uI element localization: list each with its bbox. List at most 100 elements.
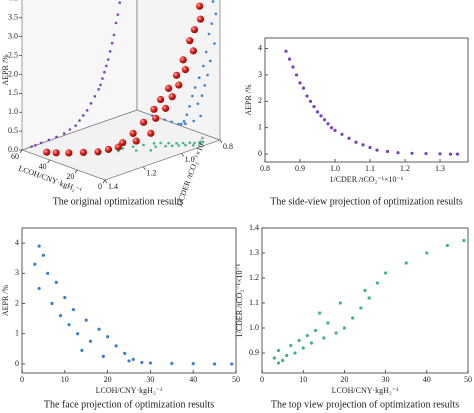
sphere <box>189 47 197 55</box>
sphere <box>175 81 183 89</box>
point <box>291 65 295 69</box>
point <box>305 333 309 338</box>
side-projection-point <box>62 132 66 135</box>
x-axis-label: LCOH/CNY·kgH₂⁻¹ <box>332 386 399 395</box>
x-tick-label: 10 <box>299 375 307 384</box>
y-axis-label: 1/CDER /tCO₂⁻¹×10⁻⁶ <box>235 263 244 337</box>
point <box>322 118 327 122</box>
top-projection-point <box>175 142 178 145</box>
face-projection-point <box>207 32 211 36</box>
sphere <box>132 137 140 145</box>
point <box>347 136 351 140</box>
x-tick-label: 50 <box>464 375 472 384</box>
point <box>37 244 41 248</box>
point <box>50 301 54 306</box>
y-tick-label: 1.0 <box>249 323 259 332</box>
plot-frame <box>261 227 469 374</box>
sphere <box>164 84 173 92</box>
x-tick-label: 0.9 <box>295 164 305 173</box>
sphere <box>168 93 176 101</box>
top-projection-point <box>134 149 138 152</box>
y-tick-label: 2 <box>258 96 262 105</box>
point <box>294 73 299 77</box>
point <box>101 354 105 358</box>
point <box>58 314 63 318</box>
point <box>106 335 110 339</box>
point <box>312 104 316 109</box>
point <box>123 351 127 355</box>
point <box>76 332 80 336</box>
side-projection-point <box>118 1 122 4</box>
y-tick-label: 3 <box>15 268 19 277</box>
point <box>114 344 118 348</box>
point <box>462 238 466 243</box>
point <box>54 280 58 284</box>
point <box>385 149 390 154</box>
sphere <box>190 26 199 34</box>
point <box>329 126 334 130</box>
point <box>230 362 234 366</box>
y-tick <box>75 169 78 174</box>
side-projection-point <box>68 128 72 131</box>
point <box>354 140 358 144</box>
point <box>309 341 314 345</box>
point <box>326 321 330 325</box>
caption: The side-view projection of optimization… <box>270 196 463 207</box>
sphere <box>129 129 137 138</box>
plot-frame <box>264 37 469 163</box>
point <box>284 49 288 53</box>
point <box>289 343 293 348</box>
point <box>410 151 414 155</box>
point <box>298 81 302 85</box>
z-tick-label: 4.0 <box>8 0 18 3</box>
sphere <box>172 71 181 79</box>
side-projection-point <box>89 102 93 105</box>
face-projection-point <box>163 118 166 121</box>
y-tick-label: 1.3 <box>249 248 259 257</box>
z-tick-label: 0.5 <box>8 126 18 135</box>
side-projection-point <box>93 95 97 98</box>
sphere <box>79 148 88 157</box>
side-projection-point <box>112 33 116 37</box>
face-projection-point <box>214 12 218 16</box>
x-tick-label: 10 <box>61 375 69 384</box>
point <box>342 326 346 330</box>
point <box>425 251 429 255</box>
z-tick-label: 1.5 <box>8 88 18 97</box>
point <box>396 151 400 155</box>
top-projection-point <box>201 140 205 144</box>
point <box>301 346 305 350</box>
y-tick-label: 4 <box>258 43 262 52</box>
side-projection-point <box>97 88 100 91</box>
face-projection-point <box>206 73 209 77</box>
point <box>80 348 84 352</box>
face-projection-point <box>188 105 191 108</box>
top-projection-point <box>184 143 187 147</box>
point <box>363 288 367 293</box>
point <box>308 99 313 103</box>
point <box>301 86 306 90</box>
face-projection-point <box>204 50 208 54</box>
y-tick-label: 2 <box>15 298 19 307</box>
top-projection-point <box>177 144 181 147</box>
x-tick-label: 1.2 <box>146 168 156 177</box>
face-projection-point <box>179 122 183 126</box>
point <box>404 261 408 265</box>
side-projection-point <box>82 114 85 117</box>
x-tick-label: 0 <box>20 375 24 384</box>
plot-frame <box>21 227 237 374</box>
point <box>297 338 301 343</box>
y-tick-label: 20 <box>66 172 74 181</box>
y-tick-label: 1.4 <box>249 223 259 232</box>
sphere <box>147 129 155 137</box>
point <box>315 110 320 114</box>
face-projection-point <box>192 119 196 123</box>
point <box>276 361 281 365</box>
x-tick-label: 0 <box>260 375 264 384</box>
face-projection-point <box>182 120 186 123</box>
point <box>313 328 318 333</box>
point <box>375 148 379 152</box>
point <box>276 348 281 353</box>
point <box>438 152 442 156</box>
point <box>46 271 50 275</box>
